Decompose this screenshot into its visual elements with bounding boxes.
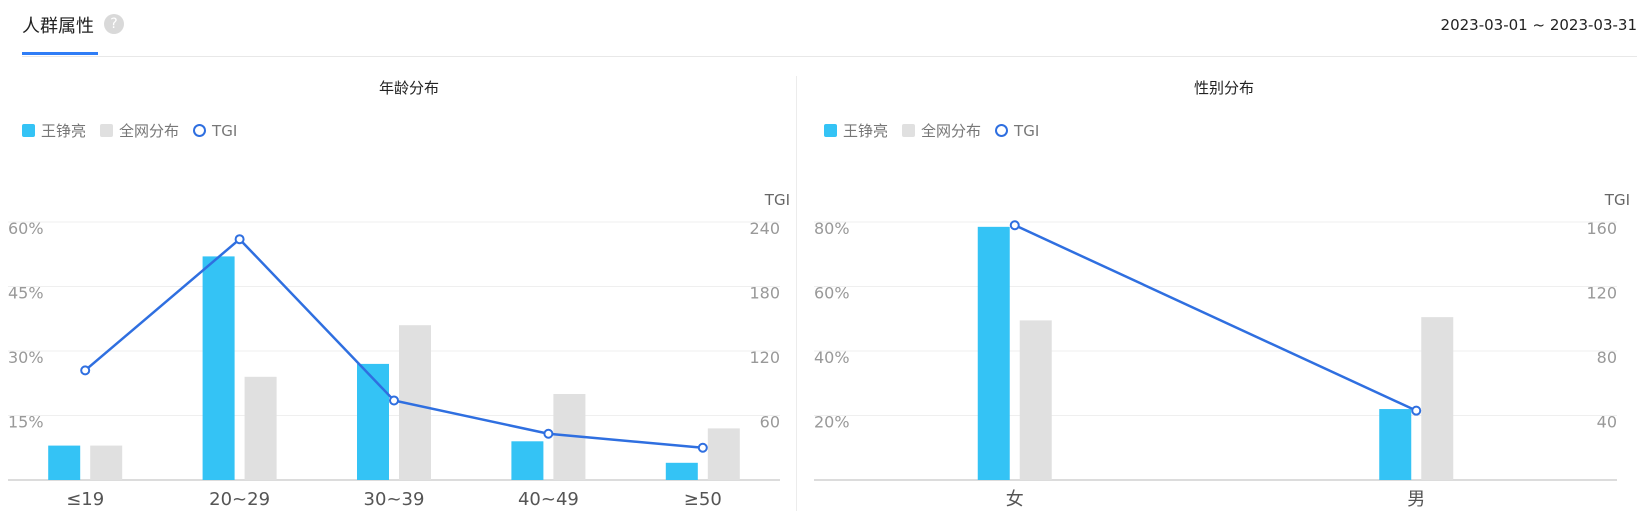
legend-item-compare[interactable]: 全网分布 <box>902 120 981 141</box>
legend-ring-icon <box>193 124 207 137</box>
legend-label: 王铮亮 <box>843 122 889 140</box>
legend-label: 全网分布 <box>921 122 982 140</box>
legend-label: TGI <box>212 121 238 140</box>
age-chart-title: 年龄分布 <box>378 79 439 97</box>
legend-label: TGI <box>1014 121 1040 140</box>
legend-ring-icon <box>995 124 1009 137</box>
date-range[interactable]: 2023-03-01 ~ 2023-03-31 <box>1440 16 1637 34</box>
age-distribution-panel: 年龄分布 王铮亮 全网分布 TGI <box>0 60 796 519</box>
legend-item-primary[interactable]: 王铮亮 <box>824 120 888 141</box>
active-tab-indicator <box>22 52 98 55</box>
header-divider <box>22 56 1637 57</box>
legend-swatch-icon <box>902 124 916 137</box>
section-header: 人群属性 ? 2023-03-01 ~ 2023-03-31 <box>0 0 1651 60</box>
gender-chart-title: 性别分布 <box>1193 79 1254 97</box>
legend-item-tgi[interactable]: TGI <box>995 122 1039 140</box>
legend-label: 王铮亮 <box>41 122 87 140</box>
panel-divider <box>796 76 797 511</box>
legend-swatch-icon <box>22 124 35 137</box>
legend-swatch-icon <box>824 124 837 137</box>
tab-crowd-attributes[interactable]: 人群属性 <box>22 16 94 37</box>
legend-swatch-icon <box>100 124 114 137</box>
legend-item-primary[interactable]: 王铮亮 <box>22 120 86 141</box>
gender-legend: 王铮亮 全网分布 TGI <box>824 120 1053 141</box>
help-icon[interactable]: ? <box>104 14 124 34</box>
legend-item-compare[interactable]: 全网分布 <box>100 120 179 141</box>
legend-label: 全网分布 <box>119 122 180 140</box>
age-legend: 王铮亮 全网分布 TGI <box>22 120 251 141</box>
legend-item-tgi[interactable]: TGI <box>193 122 237 140</box>
gender-distribution-panel: 性别分布 王铮亮 全网分布 TGI <box>797 60 1651 519</box>
